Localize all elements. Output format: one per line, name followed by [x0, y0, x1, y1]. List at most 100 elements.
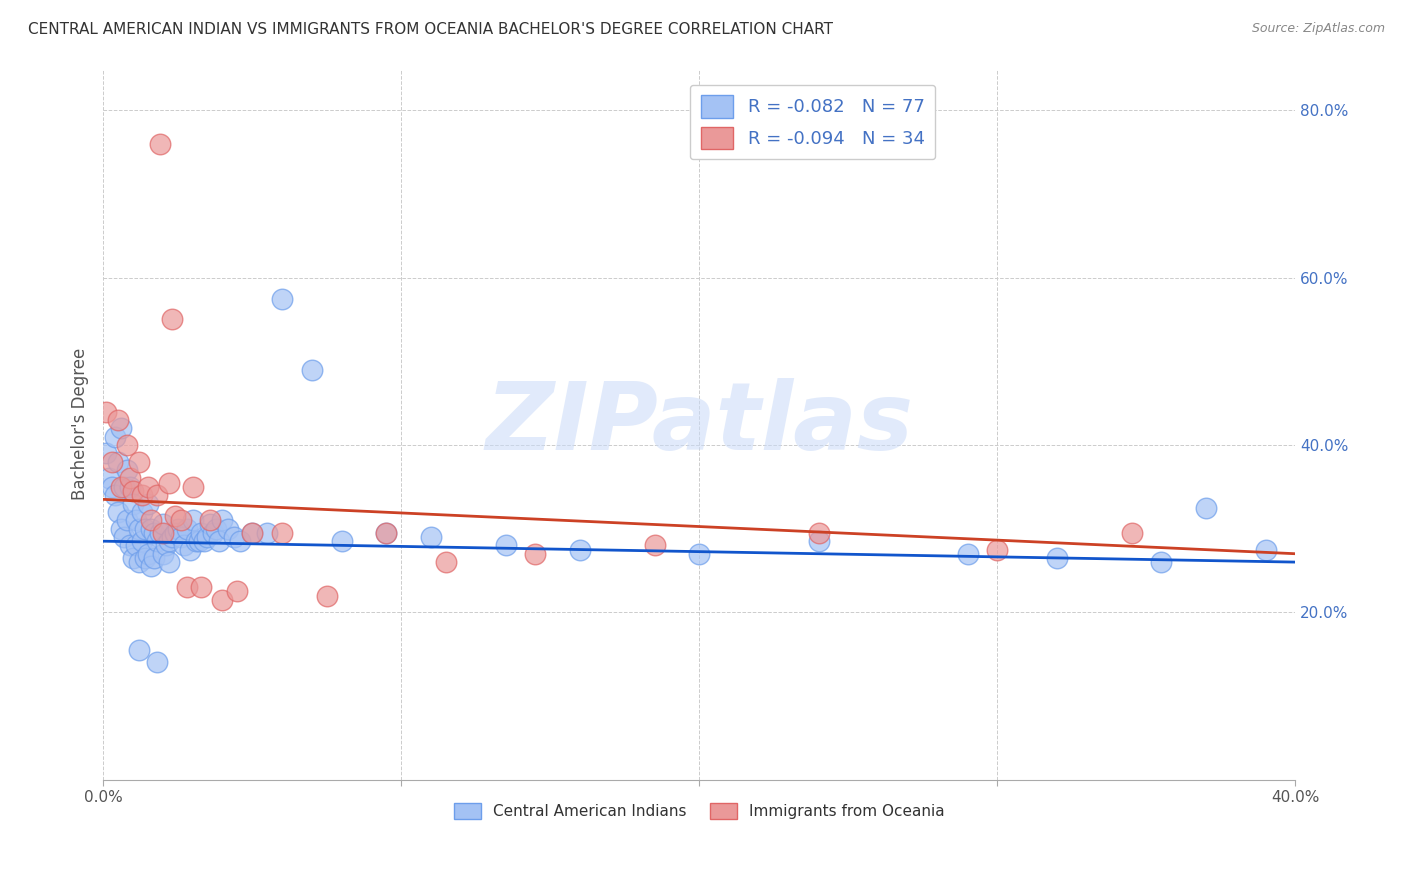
- Point: [104, 429, 127, 443]
- Point: [128, 455, 150, 469]
- Point: [101, 455, 124, 469]
- Point: [208, 534, 231, 549]
- Point: [211, 513, 233, 527]
- Point: [193, 534, 215, 549]
- Point: [330, 534, 353, 549]
- Point: [644, 538, 666, 552]
- Point: [495, 538, 517, 552]
- Point: [157, 475, 180, 490]
- Point: [142, 525, 165, 540]
- Point: [136, 547, 159, 561]
- Point: [107, 413, 129, 427]
- Point: [1254, 542, 1277, 557]
- Point: [1046, 550, 1069, 565]
- Point: [104, 488, 127, 502]
- Point: [807, 534, 830, 549]
- Point: [169, 530, 191, 544]
- Point: [163, 525, 186, 540]
- Point: [98, 471, 121, 485]
- Point: [139, 559, 162, 574]
- Point: [375, 525, 398, 540]
- Point: [152, 547, 174, 561]
- Point: [956, 547, 979, 561]
- Point: [200, 513, 222, 527]
- Text: Source: ZipAtlas.com: Source: ZipAtlas.com: [1251, 22, 1385, 36]
- Point: [125, 538, 148, 552]
- Point: [131, 505, 153, 519]
- Point: [1195, 500, 1218, 515]
- Point: [187, 534, 209, 549]
- Point: [1121, 525, 1143, 540]
- Point: [205, 522, 228, 536]
- Point: [688, 547, 710, 561]
- Point: [986, 542, 1008, 557]
- Point: [226, 584, 249, 599]
- Point: [434, 555, 457, 569]
- Point: [197, 530, 219, 544]
- Point: [152, 517, 174, 532]
- Point: [375, 525, 398, 540]
- Point: [176, 522, 198, 536]
- Point: [110, 522, 132, 536]
- Point: [107, 455, 129, 469]
- Point: [131, 534, 153, 549]
- Point: [166, 522, 188, 536]
- Point: [160, 530, 183, 544]
- Point: [155, 538, 177, 552]
- Point: [157, 534, 180, 549]
- Point: [146, 534, 169, 549]
- Point: [131, 488, 153, 502]
- Point: [118, 538, 141, 552]
- Point: [122, 550, 145, 565]
- Point: [807, 525, 830, 540]
- Point: [125, 513, 148, 527]
- Point: [315, 589, 337, 603]
- Point: [139, 513, 162, 527]
- Point: [169, 513, 191, 527]
- Point: [142, 550, 165, 565]
- Point: [202, 525, 225, 540]
- Point: [176, 580, 198, 594]
- Point: [217, 522, 239, 536]
- Point: [271, 525, 294, 540]
- Point: [94, 446, 117, 460]
- Point: [163, 509, 186, 524]
- Point: [190, 525, 212, 540]
- Point: [200, 517, 222, 532]
- Point: [115, 438, 138, 452]
- Point: [240, 525, 263, 540]
- Point: [128, 555, 150, 569]
- Point: [569, 542, 592, 557]
- Point: [271, 292, 294, 306]
- Point: [128, 522, 150, 536]
- Point: [181, 480, 204, 494]
- Point: [240, 525, 263, 540]
- Point: [136, 497, 159, 511]
- Point: [224, 530, 246, 544]
- Point: [118, 471, 141, 485]
- Point: [118, 480, 141, 494]
- Point: [122, 497, 145, 511]
- Point: [115, 513, 138, 527]
- Text: CENTRAL AMERICAN INDIAN VS IMMIGRANTS FROM OCEANIA BACHELOR'S DEGREE CORRELATION: CENTRAL AMERICAN INDIAN VS IMMIGRANTS FR…: [28, 22, 834, 37]
- Point: [139, 522, 162, 536]
- Point: [256, 525, 278, 540]
- Point: [149, 136, 172, 151]
- Point: [181, 513, 204, 527]
- Point: [1150, 555, 1173, 569]
- Point: [229, 534, 252, 549]
- Point: [136, 480, 159, 494]
- Point: [110, 421, 132, 435]
- Point: [146, 656, 169, 670]
- Point: [146, 488, 169, 502]
- Point: [190, 580, 212, 594]
- Point: [524, 547, 547, 561]
- Point: [134, 550, 156, 565]
- Point: [152, 525, 174, 540]
- Point: [211, 592, 233, 607]
- Legend: Central American Indians, Immigrants from Oceania: Central American Indians, Immigrants fro…: [447, 797, 950, 825]
- Point: [179, 542, 201, 557]
- Point: [107, 505, 129, 519]
- Point: [301, 362, 323, 376]
- Point: [112, 480, 135, 494]
